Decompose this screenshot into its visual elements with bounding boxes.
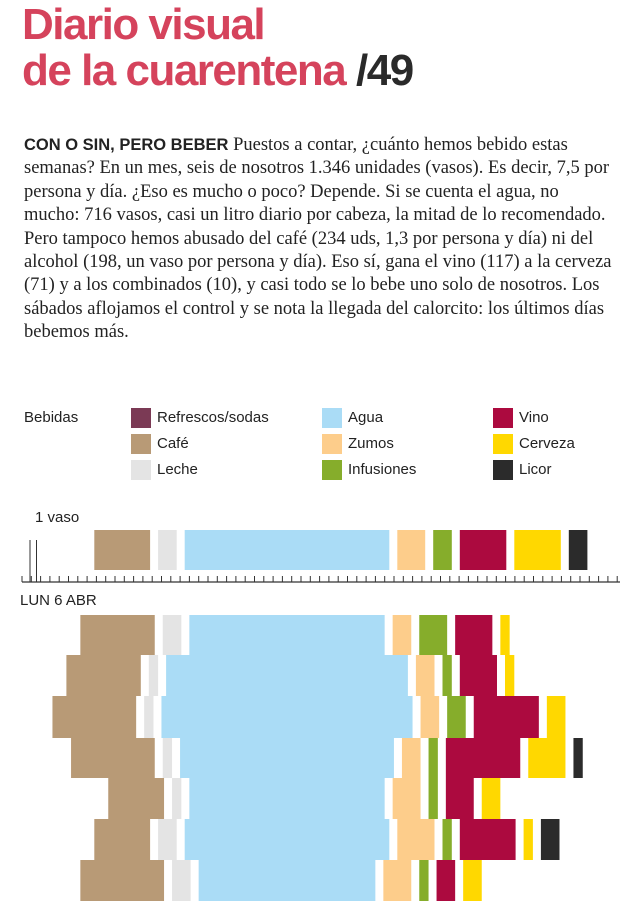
row-label: LUN 6 ABR — [20, 592, 97, 609]
legend-label: Cerveza — [519, 435, 576, 452]
legend-swatch — [493, 460, 513, 480]
legend-swatch — [322, 434, 342, 454]
bar-segment — [162, 738, 173, 778]
bar-segment — [459, 819, 516, 860]
bar-segment — [445, 738, 521, 778]
bar-segment — [166, 655, 408, 696]
bar-segment — [419, 860, 429, 901]
bar-segment — [94, 530, 151, 570]
bar-segment — [442, 655, 452, 696]
bar-segment — [180, 738, 394, 778]
bar-segment — [397, 530, 426, 570]
bar-segment — [401, 738, 421, 778]
bar-segment — [420, 696, 440, 738]
bar-segment — [447, 696, 466, 738]
bar-segment — [445, 778, 474, 819]
bar-segment — [514, 530, 561, 570]
bar-segment — [481, 778, 501, 819]
legend-label: Zumos — [348, 435, 394, 452]
bar-segment — [415, 655, 435, 696]
legend-label: Infusiones — [348, 461, 416, 478]
legend-title: Bebidas — [24, 409, 78, 426]
bar-segment — [546, 696, 566, 738]
bar-segment — [52, 696, 137, 738]
bar-segment — [392, 615, 412, 655]
bar-segment — [419, 615, 448, 655]
legend-swatch — [131, 408, 151, 428]
bar-segment — [397, 819, 435, 860]
legend-swatch — [493, 434, 513, 454]
bar-segment — [523, 819, 533, 860]
bar-segment — [568, 530, 588, 570]
bar-segment — [428, 778, 438, 819]
bar-segment — [66, 655, 141, 696]
bar-segment — [189, 615, 385, 655]
bar-segment — [433, 530, 452, 570]
bar-segment — [392, 778, 421, 819]
legend-swatch — [322, 408, 342, 428]
bar-segment — [455, 615, 493, 655]
legend-label: Licor — [519, 461, 552, 478]
legend-swatch — [131, 460, 151, 480]
bar-segment — [442, 819, 452, 860]
bar-segment — [184, 530, 390, 570]
bar-segment — [172, 860, 191, 901]
bar-segment — [172, 778, 182, 819]
article: CON O SIN, PERO BEBER Puestos a contar, … — [24, 134, 616, 345]
legend-label: Café — [157, 435, 189, 452]
bar-segment — [158, 819, 177, 860]
legend-label: Leche — [157, 461, 198, 478]
bar-segment — [161, 696, 413, 738]
annotation: 1 vaso — [35, 509, 79, 526]
bar-segment — [573, 738, 583, 778]
bar-segment — [459, 655, 497, 696]
title: Diario visual de la cuarentena /49 — [22, 0, 414, 95]
legend-label: Refrescos/sodas — [157, 409, 269, 426]
bar-segment — [383, 860, 412, 901]
legend-label: Agua — [348, 409, 384, 426]
legend-swatch — [322, 460, 342, 480]
bar-segment — [162, 615, 182, 655]
bar-segment — [428, 738, 438, 778]
title-line: de la cuarentena — [22, 46, 347, 95]
legend-label: Vino — [519, 409, 549, 426]
legend-swatch — [131, 434, 151, 454]
bar-segment — [505, 655, 515, 696]
lead: CON O SIN, PERO BEBER — [24, 136, 229, 154]
bar-segment — [148, 655, 159, 696]
title-line: Diario visual — [22, 0, 266, 49]
bar-segment — [189, 778, 385, 819]
bar-segment — [436, 860, 456, 901]
bar-segment — [198, 860, 376, 901]
bar-segment — [473, 696, 539, 738]
bar-segment — [463, 860, 482, 901]
bar-segment — [71, 738, 155, 778]
bar-segment — [144, 696, 154, 738]
issue-number: /49 — [356, 46, 414, 95]
bar-segment — [80, 860, 165, 901]
bar-segment — [80, 615, 155, 655]
bar-segment — [184, 819, 390, 860]
bar-segment — [158, 530, 177, 570]
bar-segment — [94, 819, 151, 860]
bar-segment — [459, 530, 507, 570]
bar-segment — [540, 819, 560, 860]
bar-segment — [500, 615, 510, 655]
bar-segment — [108, 778, 165, 819]
bar-segment — [528, 738, 566, 778]
legend-swatch — [493, 408, 513, 428]
body-text: Puestos a contar, ¿cuánto hemos bebido e… — [24, 135, 612, 343]
